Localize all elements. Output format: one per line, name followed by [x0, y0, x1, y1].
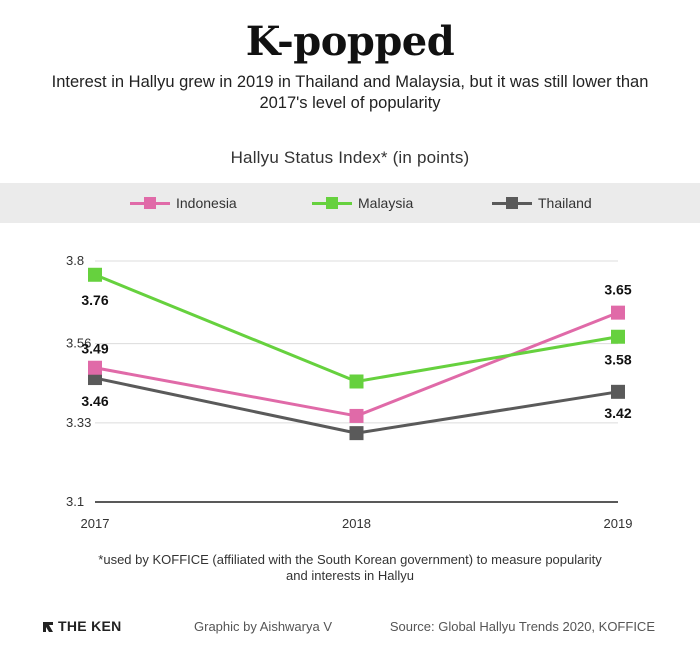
legend-label-thailand: Thailand [538, 195, 592, 211]
footnote: *used by KOFFICE (affiliated with the So… [98, 552, 602, 583]
point-thailand-2018 [349, 426, 364, 441]
data-label: 3.49 [81, 341, 108, 357]
point-malaysia-2019 [611, 329, 625, 344]
data-source: Source: Global Hallyu Trends 2020, KOFFI… [389, 619, 655, 634]
legend-swatch-thailand [492, 197, 532, 209]
chart-title: Hallyu Status Index* (in points) [230, 148, 470, 167]
data-label: 3.46 [81, 393, 108, 409]
data-label: 3.65 [604, 282, 631, 298]
x-tick-label: 2019 [604, 516, 633, 531]
legend-label-malaysia: Malaysia [358, 195, 414, 211]
chart-legend: Indonesia Malaysia Thailand [0, 183, 700, 223]
point-malaysia-2018 [349, 374, 364, 389]
data-label: 3.58 [604, 352, 631, 368]
line-chart: 3.1 3.33 3.56 3.8 2017 2018 2019 3.76 3.49 3.46 3.… [66, 253, 633, 531]
data-label: 3.42 [604, 405, 631, 421]
y-tick-label: 3.8 [66, 253, 84, 268]
the-ken-logo-icon [42, 620, 54, 632]
point-indonesia-2018 [349, 408, 364, 423]
series-line-malaysia [94, 273, 619, 383]
x-tick-label: 2017 [81, 516, 110, 531]
y-tick-label: 3.1 [66, 494, 84, 509]
legend-swatch-malaysia [312, 197, 352, 209]
page-subtitle: Interest in Hallyu grew in 2019 in Thail… [51, 73, 649, 112]
legend-item-thailand: Thailand [492, 183, 592, 223]
legend-item-malaysia: Malaysia [312, 183, 413, 223]
series-line-indonesia [94, 311, 619, 418]
point-indonesia-2019 [611, 305, 625, 320]
y-tick-label: 3.33 [66, 415, 91, 430]
point-thailand-2019 [611, 384, 625, 399]
legend-item-indonesia: Indonesia [130, 183, 237, 223]
data-label: 3.76 [81, 292, 108, 308]
the-ken-logo: THE KEN [42, 618, 122, 634]
page-title: K-popped [245, 18, 455, 65]
point-indonesia-2017 [88, 360, 102, 375]
graphic-credit: Graphic by Aishwarya V [194, 619, 333, 634]
legend-label-indonesia: Indonesia [176, 195, 237, 211]
legend-swatch-indonesia [130, 197, 170, 209]
the-ken-logo-text: THE KEN [58, 618, 122, 634]
point-malaysia-2017 [88, 267, 102, 282]
x-tick-label: 2018 [342, 516, 371, 531]
y-tick-label: 3.56 [66, 336, 91, 351]
